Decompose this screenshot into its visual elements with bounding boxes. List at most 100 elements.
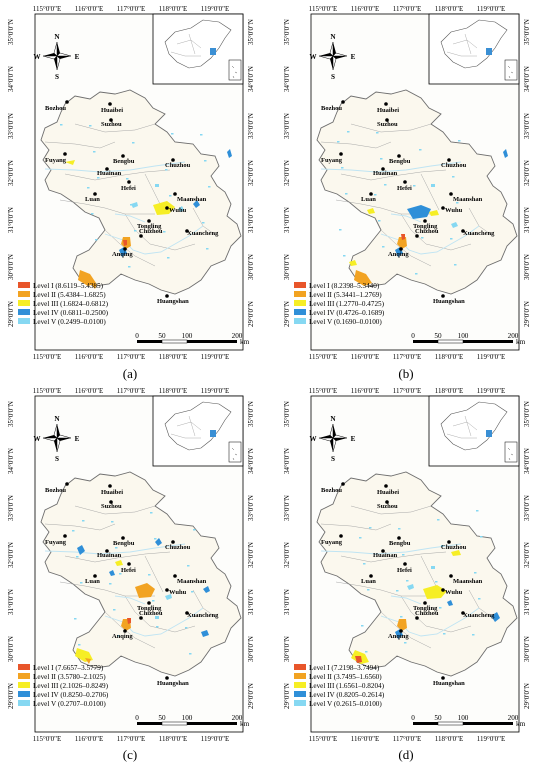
map-panel-c: 115°0'0"E 115°0'0"E 116°0'0"E 116°0'0"E 117°… xyxy=(5,386,263,743)
city-label: Luan xyxy=(85,196,100,203)
prefecture-boundary xyxy=(320,523,392,531)
scale-tick: 100 xyxy=(182,714,193,722)
water-patch xyxy=(337,141,340,143)
water-patch xyxy=(189,653,192,655)
level-1-area xyxy=(401,234,405,240)
compass-arrow xyxy=(330,438,333,452)
water-patch xyxy=(119,573,122,575)
water-patch xyxy=(148,574,151,576)
compass-arrow xyxy=(318,55,334,60)
legend-label: Level II (3.5780–2.1025) xyxy=(33,673,106,681)
compass-arrow xyxy=(333,56,347,59)
legend-label: Level V (0.2615–0.0100) xyxy=(309,700,382,708)
longitude-label: 117°0'0"E xyxy=(393,387,421,395)
water-patch xyxy=(154,538,157,540)
prefecture-boundary xyxy=(124,595,196,633)
prefecture-boundary xyxy=(74,123,156,133)
compass-e: E xyxy=(351,435,356,443)
city-label: Bengbu xyxy=(389,540,411,547)
prefecture-boundary xyxy=(104,611,156,649)
longitude-label: 119°0'0"E xyxy=(201,735,229,743)
city-label: Xuancheng xyxy=(187,612,219,619)
city-dot xyxy=(399,629,403,633)
legend-label: Level III (2.1026–0.8249) xyxy=(33,682,109,690)
legend-label: Level III (1.2770–0.4725) xyxy=(309,300,385,308)
water-patch xyxy=(398,528,401,530)
city-dot xyxy=(93,574,97,578)
scale-tick: 200 xyxy=(232,714,243,722)
city-dot xyxy=(397,154,401,158)
river xyxy=(44,161,186,173)
level-5-area xyxy=(131,202,138,208)
city-label: Maanshan xyxy=(453,196,483,203)
city-label: Huaibei xyxy=(377,489,399,496)
compass-arrow xyxy=(43,435,57,438)
legend-label: Level I (8.6119–5.4385) xyxy=(33,282,104,290)
compass-arrow xyxy=(56,434,72,439)
water-patch xyxy=(91,213,94,215)
city-dot xyxy=(447,540,451,544)
legend-swatch xyxy=(18,691,30,697)
water-patch xyxy=(419,149,422,151)
scale-segment xyxy=(413,722,438,725)
water-patch xyxy=(396,590,399,592)
water-patch xyxy=(406,580,409,582)
latitude-label: 30°0'0"N xyxy=(283,636,291,662)
city-label: Tongling xyxy=(137,223,162,230)
water-patch xyxy=(480,536,483,538)
latitude-label: 32°0'0"N xyxy=(7,160,15,186)
scale-segment xyxy=(161,721,188,726)
inset-map xyxy=(152,395,244,467)
scale-tick: 50 xyxy=(434,714,442,722)
inset-map xyxy=(152,13,244,85)
legend: Level I (8.2398–5.3440)Level II (5.3441–… xyxy=(294,282,385,326)
compass-arrow xyxy=(42,55,58,60)
latitude-label: 29°0'0"N xyxy=(283,301,291,327)
compass-arrow xyxy=(332,52,348,57)
water-patch xyxy=(452,176,455,178)
compass-arrow xyxy=(57,42,60,56)
city-dot xyxy=(108,484,112,488)
latitude-label: 30°0'0"N xyxy=(523,636,531,662)
level-4-area xyxy=(503,149,508,158)
compass: N S E W xyxy=(309,33,355,81)
city-dot xyxy=(147,601,151,605)
latitude-label: 35°0'0"N xyxy=(247,401,255,427)
latitude-label: 34°0'0"N xyxy=(247,448,255,474)
longitude-label: 116°0'0"E xyxy=(75,735,103,743)
city-label: Suzhou xyxy=(101,503,122,510)
water-patch xyxy=(382,246,385,248)
water-patch xyxy=(80,582,83,584)
city-dot xyxy=(121,154,125,158)
water-patch xyxy=(402,554,405,556)
scale-tick: 100 xyxy=(458,714,469,722)
legend-swatch xyxy=(18,309,30,315)
water-patch xyxy=(165,169,168,171)
water-patch xyxy=(130,204,133,206)
water-patch xyxy=(363,563,366,565)
level-1-area xyxy=(123,240,127,246)
city-label: Chuzhou xyxy=(165,544,191,551)
compass-n: N xyxy=(54,33,60,41)
legend-swatch xyxy=(294,664,306,670)
latitude-label: 30°0'0"N xyxy=(247,254,255,280)
water-patch xyxy=(384,184,387,186)
latitude-label: 31°0'0"N xyxy=(283,589,291,615)
scale-segment xyxy=(187,340,237,343)
water-patch xyxy=(132,142,135,144)
city-label: Wuhu xyxy=(445,207,463,214)
inset-map xyxy=(428,13,520,85)
level-5-area xyxy=(407,584,414,590)
prefecture-boundary xyxy=(335,581,431,597)
level-3-area xyxy=(65,160,75,165)
city-dot xyxy=(385,118,389,122)
water-patch xyxy=(134,230,137,232)
water-patch xyxy=(187,565,190,567)
compass-arrow xyxy=(333,42,336,56)
latitude-label: 34°0'0"N xyxy=(523,66,531,92)
city-dot xyxy=(65,482,69,486)
longitude-label: 116°0'0"E xyxy=(351,5,379,13)
city-label: Chizhou xyxy=(415,228,439,235)
city-label: Bengbu xyxy=(113,540,135,547)
